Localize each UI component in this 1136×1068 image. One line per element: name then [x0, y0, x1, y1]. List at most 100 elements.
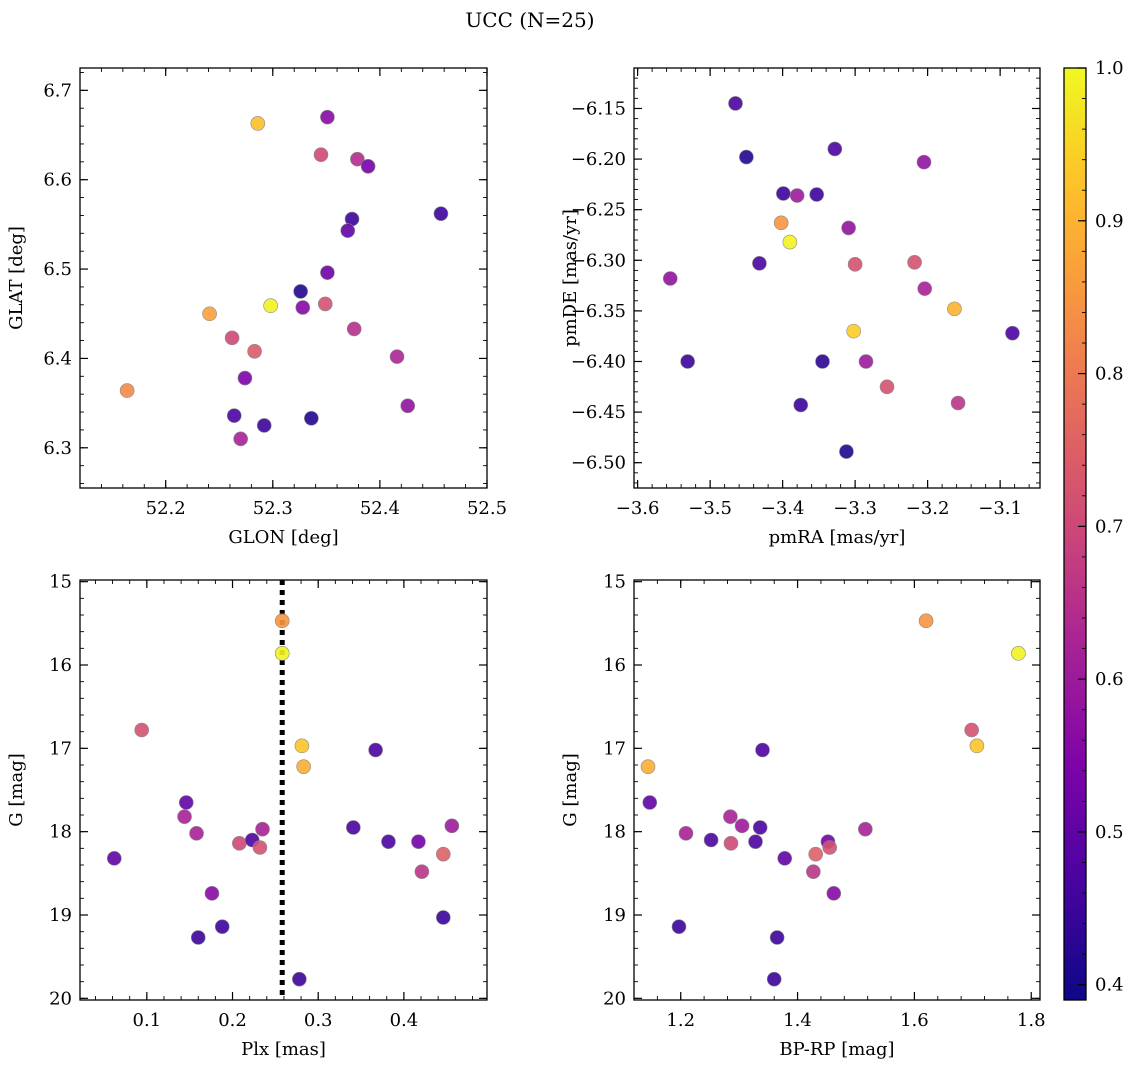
scatter-point [755, 742, 770, 758]
scatter-point [678, 826, 694, 841]
scatter-point [433, 206, 449, 221]
figure-title: UCC (N=25) [465, 8, 594, 32]
y-tick-label: 15 [49, 572, 72, 593]
x-axis-label: GLON [deg] [228, 527, 338, 548]
scatter-point [964, 722, 979, 738]
scatter-point [340, 223, 356, 238]
scatter-point [189, 826, 204, 841]
x-axis-label: BP-RP [mag] [779, 1039, 894, 1060]
scatter-point [858, 821, 873, 837]
y-tick-label: 6.7 [43, 80, 72, 101]
scatter-point [839, 444, 854, 459]
x-tick-label: −3.2 [906, 498, 950, 519]
scatter-point [274, 613, 290, 629]
scatter-point [119, 383, 135, 398]
scatter-point [190, 930, 206, 945]
scatter-point [776, 186, 791, 201]
y-tick-label: −6.15 [571, 98, 626, 119]
scatter-point [233, 431, 248, 447]
scatter-point [822, 840, 837, 855]
scatter-point [748, 834, 763, 849]
scatter-point [680, 354, 695, 369]
panel-pmra-pmde: −3.6 −3.5 −3.4 −3.3 −3.2 −3.1 −6.50 −6.45 −6.40 −… [560, 67, 1041, 548]
scatter-point [292, 971, 307, 987]
y-tick-label: 15 [603, 572, 626, 593]
scatter-point [317, 296, 333, 312]
scatter-point [793, 397, 809, 413]
scatter-point [752, 820, 768, 835]
scatter-point [815, 354, 830, 369]
y-tick-label: −6.45 [571, 402, 626, 423]
scatter-point [766, 971, 782, 987]
y-tick-label: −6.20 [571, 149, 626, 170]
y-tick-label: −6.25 [571, 200, 626, 221]
scatter-point [178, 795, 194, 810]
scatter-point [723, 836, 739, 851]
scatter-point [444, 818, 460, 834]
scatter-point [847, 257, 863, 272]
scatter-point [969, 738, 985, 754]
scatter-point [723, 809, 738, 824]
scatter-point [642, 795, 658, 810]
scatter-point [232, 836, 247, 851]
scatter-point [296, 759, 311, 774]
scatter-point [773, 215, 789, 231]
scatter-point [304, 410, 319, 426]
scatter-point [858, 354, 874, 369]
scatter-point [916, 154, 932, 170]
x-tick-label: 1.2 [666, 1010, 695, 1031]
y-tick-label: 19 [49, 905, 72, 926]
scatter-point [389, 349, 405, 364]
scatter-point [782, 234, 798, 250]
axes-frame [633, 579, 1041, 1001]
scatter-point [252, 840, 268, 855]
scatter-point [841, 220, 856, 236]
scatter-point [202, 306, 217, 322]
x-tick-label: 0.3 [304, 1010, 333, 1031]
scatter-point [214, 919, 230, 934]
scatter-point [381, 834, 396, 849]
axes-frame [79, 579, 488, 1001]
y-tick-label: 17 [49, 738, 72, 759]
y-tick-label: −6.40 [571, 351, 626, 372]
scatter-point [662, 271, 678, 286]
scatter-point [739, 149, 754, 165]
scatter-point [226, 408, 242, 423]
scatter-point [346, 321, 362, 337]
scatter-point [1005, 325, 1020, 341]
scatter-point [728, 96, 743, 111]
x-tick-label: 1.6 [900, 1010, 929, 1031]
scatter-point [295, 300, 311, 315]
axes-frame [633, 67, 1041, 489]
scatter-point [879, 379, 895, 395]
x-axis-label: pmRA [mas/yr] [769, 527, 906, 548]
x-tick-label: −3.4 [761, 498, 805, 519]
scatter-point [320, 109, 335, 125]
panel-plx-g: 0.1 0.2 0.3 0.4 15 16 17 18 19 20 Plx [mas] G [mag] [6, 572, 488, 1060]
colorbar-tick-label: 0.4 [1095, 975, 1124, 996]
y-tick-label: 17 [603, 738, 626, 759]
scatter-point [237, 370, 253, 386]
y-tick-label: 20 [603, 988, 626, 1009]
colorbar-frame [1063, 67, 1087, 1001]
y-tick-label: 6.4 [43, 348, 72, 369]
scatter-point [177, 809, 192, 824]
y-tick-label: 6.5 [43, 259, 72, 280]
x-tick-label: 0.4 [390, 1010, 419, 1031]
scatter-point [204, 886, 220, 901]
scatter-point [106, 851, 122, 866]
scatter-point [400, 398, 416, 414]
colorbar-tick-label: 0.5 [1095, 822, 1124, 843]
x-tick-label: 52.3 [253, 498, 293, 519]
scatter-point [918, 613, 934, 629]
panel-glon-glat: 52.2 52.3 52.4 52.5 6.3 6.4 6.5 6.6 6.7 GLON [deg… [6, 67, 507, 548]
y-tick-label: 19 [603, 905, 626, 926]
scatter-point [350, 151, 365, 167]
y-axis-label: GLAT [deg] [6, 226, 27, 330]
scatter-point [346, 820, 361, 835]
y-axis-label: G [mag] [560, 753, 581, 826]
scatter-point [256, 418, 272, 433]
scatter-point [950, 395, 966, 411]
scatter-point [789, 188, 805, 203]
colorbar: 0.4 0.5 0.6 0.7 0.8 0.9 1.0 [1063, 58, 1124, 1001]
